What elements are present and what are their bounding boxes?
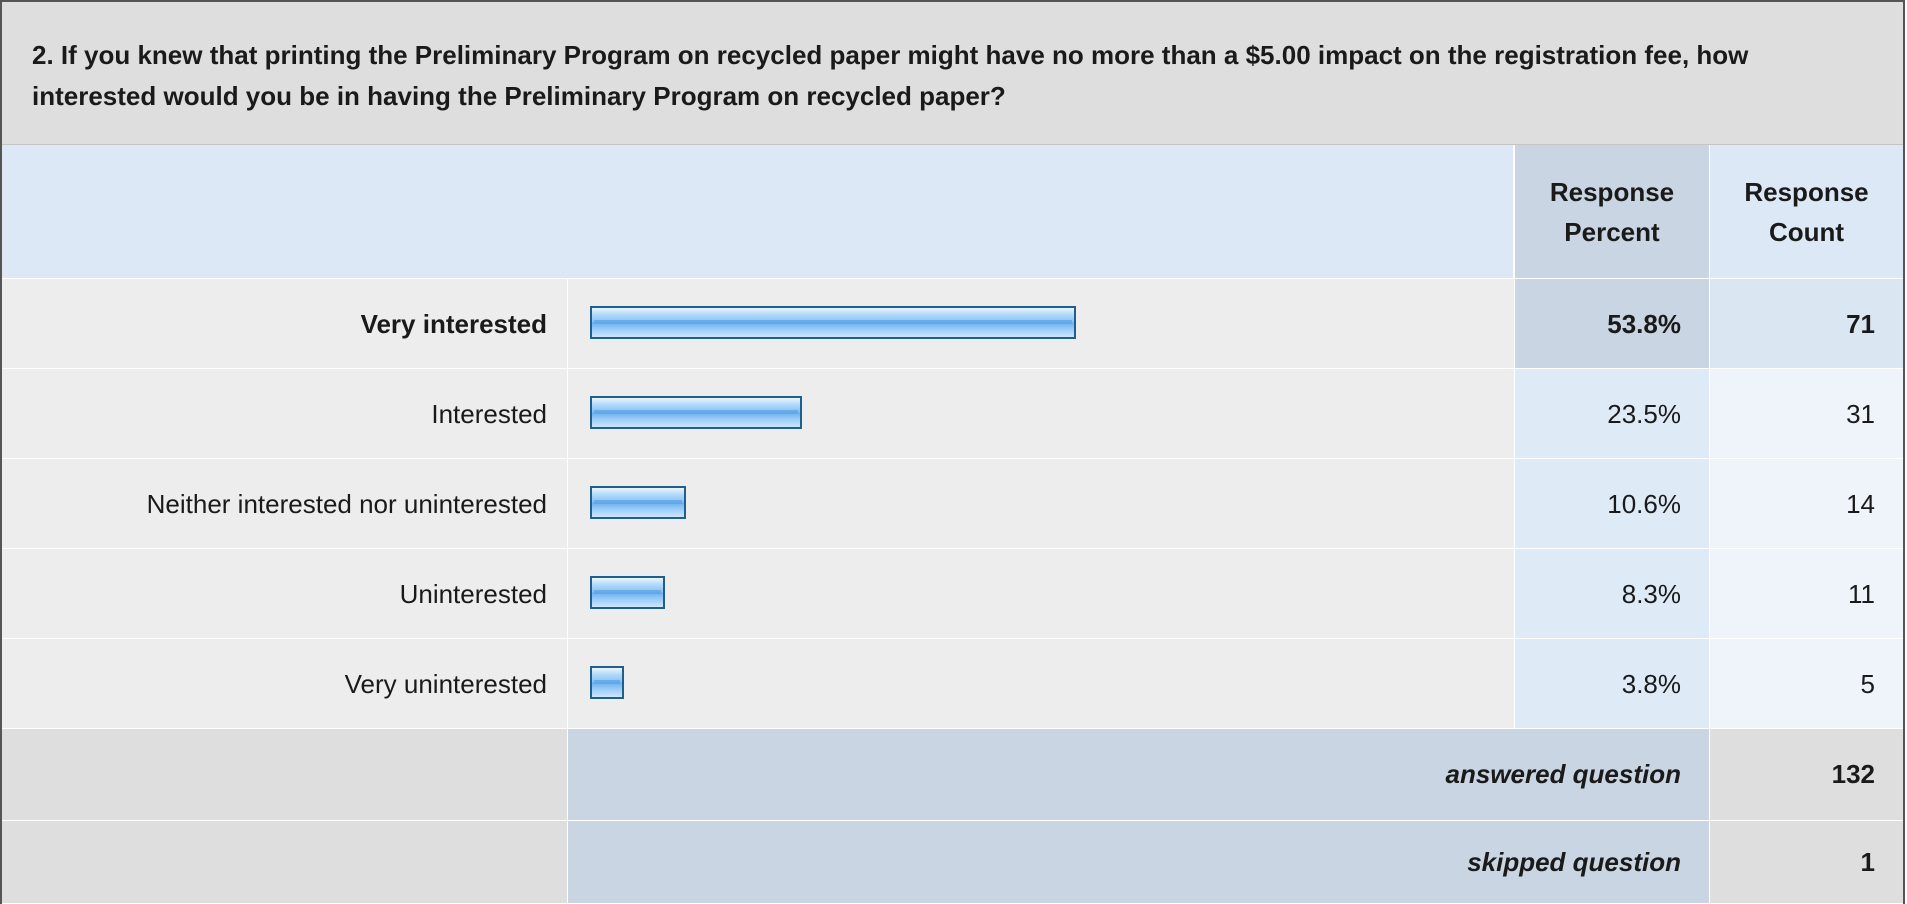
answer-row: Interested 23.5% 31 — [2, 369, 1903, 459]
answer-label: Very interested — [360, 309, 547, 339]
response-percent: 8.3% — [1621, 579, 1681, 609]
response-count: 71 — [1846, 309, 1875, 339]
response-percent-header: Response Percent — [1515, 145, 1710, 279]
response-percent: 10.6% — [1607, 489, 1681, 519]
answered-question-row: answered question 132 — [2, 729, 1903, 821]
answer-row: Very uninterested 3.8% 5 — [2, 639, 1903, 729]
answer-label: Neither interested nor uninterested — [146, 489, 547, 519]
answer-row: Neither interested nor uninterested 10.6… — [2, 459, 1903, 549]
response-count-header-label: Response Count — [1744, 176, 1869, 247]
response-count: 31 — [1846, 399, 1875, 429]
answer-row: Uninterested 8.3% 11 — [2, 549, 1903, 639]
question-header: 2. If you knew that printing the Prelimi… — [2, 2, 1903, 145]
response-bar — [590, 306, 1076, 339]
answered-question-label: answered question — [1445, 759, 1682, 789]
answer-row: Very interested 53.8% 71 — [2, 279, 1903, 369]
response-percent-header-label: Response Percent — [1549, 176, 1675, 247]
response-percent: 3.8% — [1621, 669, 1681, 699]
answer-label: Uninterested — [399, 579, 547, 609]
response-bar — [590, 576, 665, 609]
answered-question-value: 132 — [1831, 759, 1875, 789]
skipped-question-value: 1 — [1860, 846, 1875, 877]
question-text: 2. If you knew that printing the Prelimi… — [32, 40, 1749, 111]
response-percent: 23.5% — [1607, 399, 1681, 429]
response-bar — [590, 396, 802, 429]
response-count-header: Response Count — [1710, 145, 1903, 279]
header-blank-cell — [2, 145, 1513, 279]
response-count: 5 — [1860, 669, 1875, 699]
response-count: 11 — [1848, 579, 1875, 609]
skipped-question-label: skipped question — [1467, 846, 1681, 877]
response-bar — [590, 666, 624, 699]
response-bar — [590, 486, 686, 519]
answer-label: Interested — [431, 399, 547, 429]
skipped-question-row: skipped question 1 — [2, 821, 1903, 904]
response-percent: 53.8% — [1607, 309, 1681, 339]
answer-label: Very uninterested — [344, 669, 547, 699]
response-count: 14 — [1846, 489, 1875, 519]
